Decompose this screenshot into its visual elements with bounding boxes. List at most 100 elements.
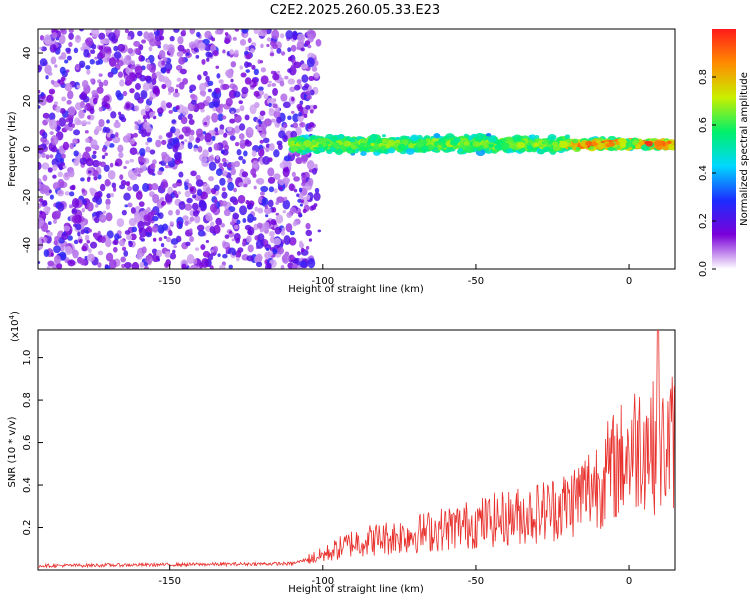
noise-cell <box>97 174 102 180</box>
noise-cell <box>197 74 202 81</box>
noise-cell <box>292 122 299 129</box>
noise-cell <box>54 235 60 242</box>
noise-cell <box>73 150 79 157</box>
noise-cell <box>199 82 207 92</box>
noise-cell <box>220 149 225 154</box>
noise-cell <box>111 182 117 189</box>
noise-cell <box>135 48 141 56</box>
noise-cell <box>213 198 218 204</box>
noise-cell <box>105 252 114 262</box>
noise-cell <box>181 126 190 134</box>
noise-cell <box>293 188 298 193</box>
noise-cell <box>42 131 48 139</box>
noise-cell <box>160 67 167 74</box>
noise-cell <box>301 74 309 83</box>
noise-cell <box>130 60 136 65</box>
noise-cell <box>282 123 288 128</box>
noise-cell <box>238 155 244 161</box>
noise-cell <box>184 190 191 198</box>
noise-cell <box>80 229 85 235</box>
noise-cell <box>109 162 114 168</box>
noise-cell <box>224 38 231 45</box>
noise-cell <box>61 153 66 159</box>
noise-cell <box>289 66 297 76</box>
noise-cell <box>241 86 249 95</box>
noise-cell <box>276 70 281 74</box>
noise-cell <box>81 207 86 213</box>
noise-cell <box>299 203 304 207</box>
noise-cell <box>246 127 254 134</box>
noise-cell <box>268 231 275 237</box>
noise-cell <box>185 241 191 247</box>
noise-cell <box>171 119 177 124</box>
noise-cell <box>68 106 76 116</box>
noise-cell <box>149 38 157 47</box>
noise-cell <box>145 126 153 133</box>
noise-cell <box>174 193 179 199</box>
noise-cell <box>102 210 107 214</box>
noise-cell <box>118 239 126 247</box>
noise-cell <box>78 109 85 119</box>
noise-cell <box>38 161 42 171</box>
signal-cell <box>605 143 611 148</box>
noise-cell <box>53 218 57 224</box>
snr-series-line <box>38 330 675 569</box>
signal-cell <box>433 133 441 139</box>
noise-cell <box>304 83 310 89</box>
y-tick-label: 0 <box>22 146 33 152</box>
noise-cell <box>229 49 234 56</box>
noise-cell <box>228 230 233 234</box>
noise-cell <box>108 143 115 148</box>
noise-cell <box>300 199 305 204</box>
noise-cell <box>191 202 199 211</box>
noise-cell <box>267 167 275 177</box>
noise-cell <box>50 135 59 146</box>
noise-cell <box>112 246 118 253</box>
noise-cell <box>86 177 91 183</box>
noise-cell <box>155 139 162 148</box>
noise-cell <box>127 169 135 179</box>
noise-cell <box>185 178 190 183</box>
noise-cell <box>179 160 184 164</box>
noise-cell <box>241 29 249 34</box>
noise-cell <box>124 204 129 208</box>
noise-cell <box>58 190 63 195</box>
noise-cell <box>202 149 209 159</box>
noise-cell <box>238 133 245 140</box>
signal-cell <box>300 144 306 149</box>
noise-cell <box>198 200 207 211</box>
noise-cell <box>287 68 292 73</box>
noise-cell <box>91 89 98 96</box>
noise-cell <box>132 183 140 192</box>
noise-cell <box>259 110 266 116</box>
noise-cell <box>59 107 66 114</box>
noise-cell <box>304 40 311 46</box>
noise-cell <box>263 221 270 231</box>
noise-cell <box>72 249 79 259</box>
noise-cell <box>305 245 310 250</box>
noise-cell <box>272 73 280 81</box>
noise-cell <box>96 86 104 94</box>
noise-cell <box>260 75 269 85</box>
noise-cell <box>299 100 304 105</box>
noise-cell <box>280 33 285 39</box>
noise-cell <box>170 192 176 199</box>
noise-cell <box>45 117 51 123</box>
noise-cell <box>178 201 186 210</box>
signal-cell <box>297 141 303 145</box>
noise-cell <box>285 178 291 183</box>
noise-cell <box>48 112 56 121</box>
noise-cell <box>117 144 124 153</box>
noise-cell <box>311 167 318 175</box>
noise-cell <box>129 158 135 163</box>
noise-cell <box>123 192 131 201</box>
noise-cell <box>260 191 265 196</box>
noise-cell <box>291 96 295 102</box>
noise-cell <box>218 162 224 168</box>
noise-cell <box>234 114 242 123</box>
noise-cell <box>209 265 214 269</box>
noise-cell <box>258 86 264 92</box>
noise-cell <box>60 76 66 81</box>
noise-cell <box>57 79 61 84</box>
noise-cell <box>53 254 61 265</box>
